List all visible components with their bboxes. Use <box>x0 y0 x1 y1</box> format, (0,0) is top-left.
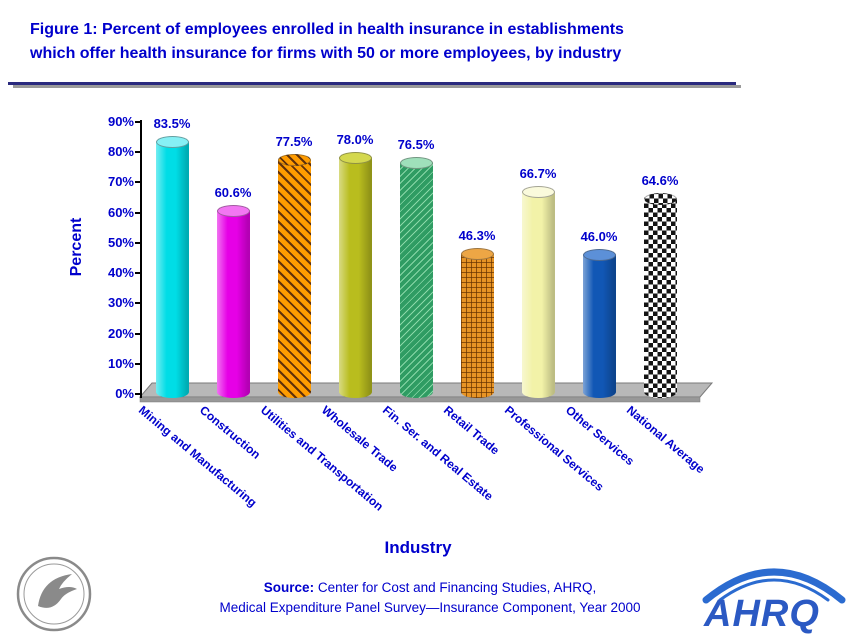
y-tick-label: 10% <box>107 355 134 371</box>
y-axis-line <box>140 120 142 398</box>
y-tick-mark <box>135 362 141 365</box>
y-tick-label: 50% <box>107 234 134 250</box>
bar-body <box>399 162 433 398</box>
bar-value-label: 46.3% <box>458 228 496 244</box>
bar-top-ellipse <box>338 152 372 165</box>
figure-title-line2: which offer health insurance for firms w… <box>30 45 622 62</box>
bar-value-label: 78.0% <box>336 132 374 148</box>
bar: 83.5% <box>154 116 190 398</box>
bar-body <box>277 159 311 398</box>
hhs-seal-logo <box>16 556 92 632</box>
figure-title-line1: Figure 1: Percent of employees enrolled … <box>30 21 624 38</box>
y-tick-mark <box>135 181 141 184</box>
y-tick-mark <box>135 151 141 154</box>
bar: 77.5% <box>276 134 312 398</box>
bar: 78.0% <box>337 132 373 398</box>
bar: 64.6% <box>642 173 678 398</box>
hhs-eagle-icon <box>38 574 77 608</box>
bar-body <box>338 158 372 398</box>
y-tick-label: 90% <box>107 114 134 129</box>
bar-shading <box>521 192 555 398</box>
bar-shading <box>338 158 372 398</box>
figure-title: Figure 1: Percent of employees enrolled … <box>30 18 750 66</box>
bar-top-ellipse <box>582 248 616 261</box>
y-tick-mark <box>135 121 141 123</box>
y-tick-label: 70% <box>107 174 134 190</box>
bar-body <box>216 210 250 398</box>
bar: 60.6% <box>215 185 251 398</box>
y-tick-mark <box>135 211 141 214</box>
source-text: Source: Center for Cost and Financing St… <box>150 578 710 619</box>
y-tick-mark <box>135 302 141 305</box>
bar-top-ellipse <box>155 135 189 148</box>
bar-top-ellipse <box>521 186 555 199</box>
bar-top-ellipse <box>460 248 494 261</box>
y-tick-label: 60% <box>107 204 134 220</box>
bar-body <box>643 198 677 398</box>
bar-value-label: 77.5% <box>275 133 313 149</box>
bar-shading <box>582 254 616 398</box>
source-label: Source: <box>263 580 315 595</box>
y-tick-label: 30% <box>107 295 134 311</box>
bar-body <box>582 254 616 398</box>
bar-shading <box>155 141 189 398</box>
bar-shading <box>216 210 250 398</box>
y-tick-label: 20% <box>107 325 134 341</box>
y-tick-label: 0% <box>115 386 134 401</box>
y-tick-mark <box>135 393 141 395</box>
bar: 46.3% <box>459 228 495 398</box>
bar-body <box>460 254 494 398</box>
y-tick-mark <box>135 272 141 275</box>
bar-value-label: 76.5% <box>397 136 435 152</box>
bar-value-label: 60.6% <box>214 184 252 200</box>
bar-body <box>155 141 189 398</box>
y-tick-mark <box>135 332 141 335</box>
source-line1: Source: Center for Cost and Financing St… <box>263 580 597 595</box>
ahrq-swoosh-thin-icon <box>718 578 830 602</box>
bar-top-ellipse <box>216 204 250 217</box>
bar-value-label: 66.7% <box>519 166 557 182</box>
x-axis-title: Industry <box>384 538 452 557</box>
y-tick-label: 80% <box>107 144 134 160</box>
ahrq-logo: AHRQ <box>702 568 846 634</box>
bar-value-label: 46.0% <box>580 228 618 244</box>
bar-top-ellipse <box>277 153 311 166</box>
y-tick-label: 40% <box>107 265 134 281</box>
bar-value-label: 64.6% <box>641 172 679 188</box>
bar: 46.0% <box>581 229 617 398</box>
ahrq-swoosh-icon <box>702 568 846 604</box>
title-underline <box>8 82 736 85</box>
source-line2: Medical Expenditure Panel Survey—Insuran… <box>219 600 641 616</box>
bar: 76.5% <box>398 137 434 398</box>
bar: 66.7% <box>520 166 556 398</box>
bar-top-ellipse <box>399 156 433 169</box>
bar-top-ellipse <box>643 192 677 205</box>
bar-value-label: 83.5% <box>153 115 191 131</box>
y-tick-mark <box>135 241 141 244</box>
bar-body <box>521 192 555 398</box>
ahrq-logo-text: AHRQ <box>703 593 820 634</box>
